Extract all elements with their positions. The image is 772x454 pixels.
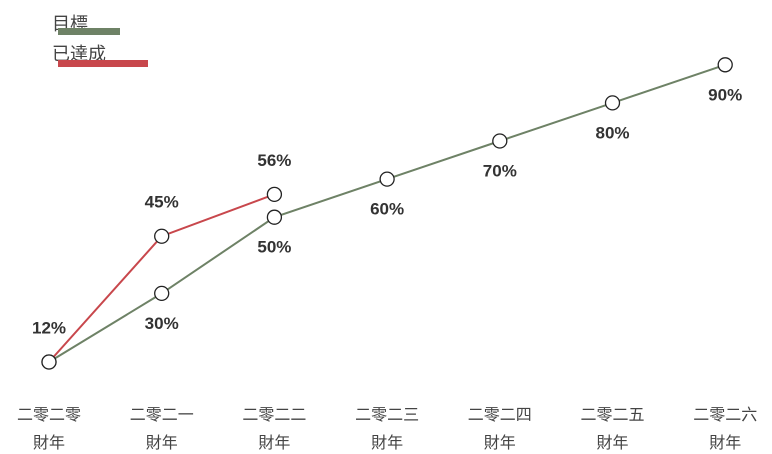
legend-label: 已達成 (52, 44, 106, 65)
point-marker (492, 133, 508, 149)
data-label: 50% (257, 238, 291, 257)
x-tick-label: 二零二四財年 (468, 405, 532, 452)
data-label: 45% (145, 193, 179, 212)
x-tick-label: 二零二二財年 (242, 405, 306, 452)
point-marker (266, 209, 283, 225)
point-marker (266, 186, 283, 202)
point-marker (604, 95, 621, 111)
data-label: 70% (483, 161, 517, 180)
x-tick-label: 二零二零財年 (17, 405, 81, 452)
series-line (48, 193, 275, 363)
point-marker (379, 171, 395, 187)
point-marker (717, 57, 733, 73)
data-label: 60% (370, 200, 404, 219)
x-tick-label: 二零二一財年 (130, 405, 194, 452)
point-marker (154, 228, 170, 244)
data-label: 80% (595, 123, 629, 142)
x-tick-label: 二零二三財年 (355, 405, 419, 452)
point-marker (41, 354, 57, 370)
data-label: 56% (257, 151, 291, 170)
legend-swatch (58, 28, 120, 35)
legend-swatch (58, 60, 148, 67)
data-label: 90% (708, 85, 742, 104)
point-marker (154, 285, 170, 302)
data-label: 12% (32, 318, 66, 337)
x-tick-label: 二零二五財年 (580, 405, 644, 452)
x-tick-label: 二零二六財年 (693, 405, 757, 452)
data-label: 30% (145, 314, 179, 333)
